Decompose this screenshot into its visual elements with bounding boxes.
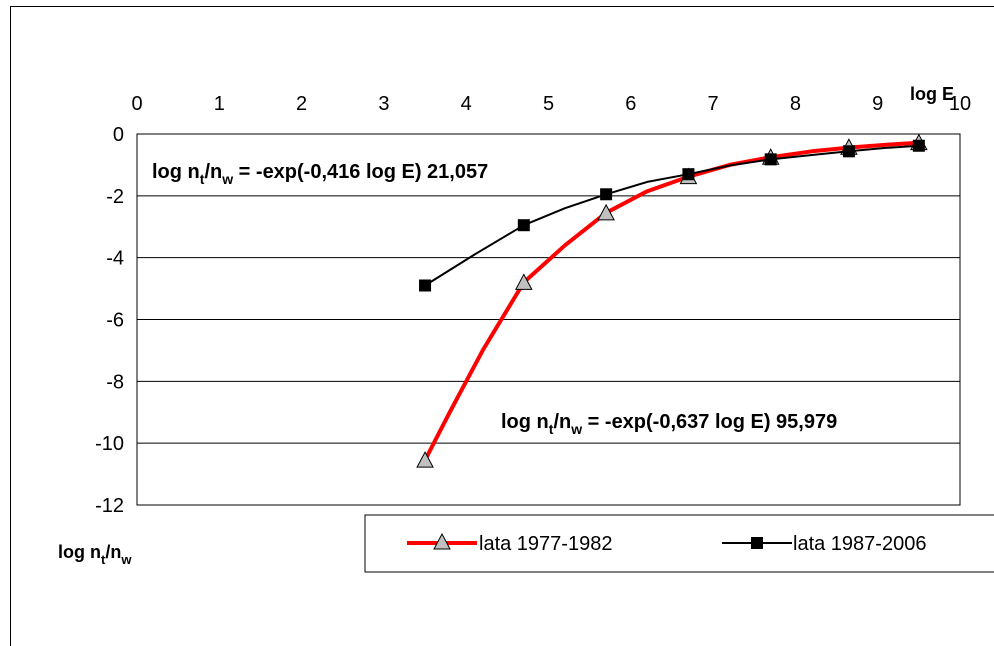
- eq2-pre: log n: [501, 411, 549, 433]
- data-point-square: [842, 145, 855, 158]
- legend-triangle-marker: [433, 532, 451, 550]
- eq2-sub2: w: [570, 421, 582, 437]
- x-tick-label: 2: [296, 93, 307, 115]
- ylabel-sub2: w: [120, 552, 132, 567]
- legend-item-1977: lata 1977-1982: [407, 532, 612, 555]
- x-tick-label: 7: [708, 93, 719, 115]
- x-tick-label: 3: [378, 93, 389, 115]
- data-point-triangle: [597, 203, 615, 221]
- eq1-post: = -exp(-0,416 log E) 21,057: [233, 161, 488, 183]
- data-point-square: [764, 153, 777, 166]
- eq2-post: = -exp(-0,637 log E) 95,979: [582, 411, 837, 433]
- y-tick-label: 0: [113, 124, 124, 146]
- x-tick-label: 0: [131, 93, 142, 115]
- data-point-square: [600, 188, 613, 201]
- equation-1977-annotation-upper: log nt/nw = -exp(-0,416 log E) 21,057: [152, 161, 488, 187]
- y-tick-labels: 0 -2 -4 -6 -8 -10 -12: [95, 124, 124, 517]
- y-tick-label: -12: [95, 495, 124, 517]
- eq1-sub1: t: [200, 171, 205, 187]
- series-line: [424, 144, 920, 287]
- line-chart: 0 1 2 3 4 5 6 7 8 9 10 0 -2 -4 -6 -8 -10 -12 log E log n…: [58, 84, 994, 573]
- plot-area-border: [136, 133, 961, 506]
- y-tick-label: -2: [106, 186, 124, 208]
- x-axis-title: log E: [910, 84, 954, 104]
- series: [416, 133, 928, 468]
- grid-lines: [137, 133, 960, 506]
- data-point-square: [682, 168, 695, 181]
- eq1-pre: log n: [152, 161, 200, 183]
- eq2-mid: /n: [553, 411, 571, 433]
- x-tick-label: 4: [461, 93, 472, 115]
- legend-square-marker: [751, 537, 763, 549]
- y-tick-label: -6: [106, 310, 124, 332]
- x-tick-label: 8: [790, 93, 801, 115]
- data-point-triangle: [514, 273, 533, 290]
- data-point-square: [912, 139, 925, 152]
- x-tick-label: 9: [872, 93, 883, 115]
- ylabel-sub1: t: [101, 552, 106, 567]
- y-tick-label: -8: [106, 371, 124, 393]
- legend-label-1987: lata 1987-2006: [793, 533, 926, 555]
- x-tick-label: 6: [625, 93, 636, 115]
- data-point-square: [517, 219, 530, 232]
- x-tick-labels: 0 1 2 3 4 5 6 7 8 9 10: [131, 93, 971, 115]
- eq1-sub2: w: [221, 171, 233, 187]
- series-1987-2006: [419, 139, 925, 292]
- eq2-sub1: t: [549, 421, 554, 437]
- legend: lata 1977-1982 lata 1987-2006: [364, 514, 994, 573]
- equation-annotation-lower: log nt/nw = -exp(-0,637 log E) 95,979: [501, 411, 837, 437]
- eq1-mid: /n: [204, 161, 222, 183]
- data-point-triangle: [416, 451, 434, 468]
- chart-frame: [10, 6, 994, 646]
- y-axis-title: log nt/nw: [58, 542, 132, 567]
- x-tick-label: 10: [949, 93, 971, 115]
- ylabel-main: log n: [58, 542, 101, 562]
- legend-label-1977: lata 1977-1982: [479, 533, 612, 555]
- data-point-square: [419, 279, 432, 292]
- legend-item-1987: lata 1987-2006: [722, 533, 926, 555]
- y-tick-label: -10: [95, 433, 124, 455]
- x-tick-label: 1: [214, 93, 225, 115]
- x-tick-label: 5: [543, 93, 554, 115]
- ylabel-mid: /n: [105, 542, 121, 562]
- y-tick-label: -4: [106, 248, 124, 270]
